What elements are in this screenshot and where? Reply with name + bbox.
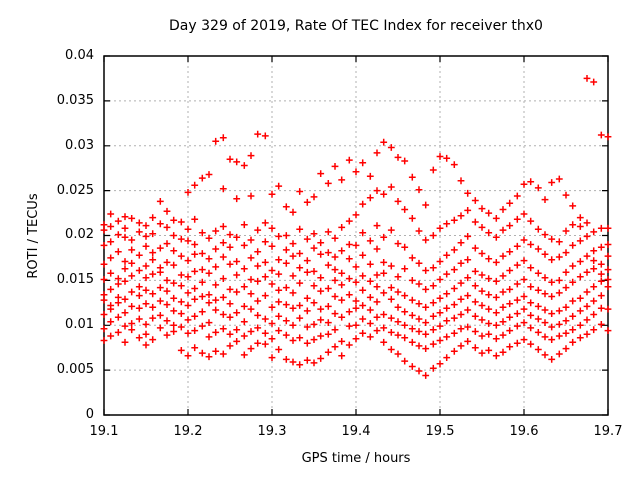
x-axis-label: GPS time / hours — [301, 451, 411, 466]
x-tick-label: 19.7 — [593, 424, 623, 439]
axis-ticks — [103, 55, 609, 416]
x-tick-label: 19.5 — [425, 424, 455, 439]
data-points — [100, 75, 612, 379]
y-tick-label: 0.04 — [65, 48, 94, 63]
x-tick-label: 19.2 — [173, 424, 203, 439]
y-tick-label: 0.03 — [65, 138, 94, 153]
y-tick-label: 0.015 — [56, 272, 94, 287]
y-tick-label: 0.025 — [56, 183, 94, 198]
x-tick-label: 19.1 — [89, 424, 119, 439]
y-tick-label: 0.035 — [56, 93, 94, 108]
y-tick-label: 0 — [85, 407, 94, 422]
x-tick-label: 19.4 — [341, 424, 371, 439]
chart-title: Day 329 of 2019, Rate Of TEC Index for r… — [169, 18, 543, 34]
x-tick-label: 19.6 — [509, 424, 539, 439]
y-tick-label: 0.005 — [56, 362, 94, 377]
grid-lines — [104, 56, 608, 415]
y-tick-label: 0.01 — [65, 317, 94, 332]
y-tick-label: 0.02 — [65, 227, 94, 242]
x-tick-label: 19.3 — [257, 424, 287, 439]
